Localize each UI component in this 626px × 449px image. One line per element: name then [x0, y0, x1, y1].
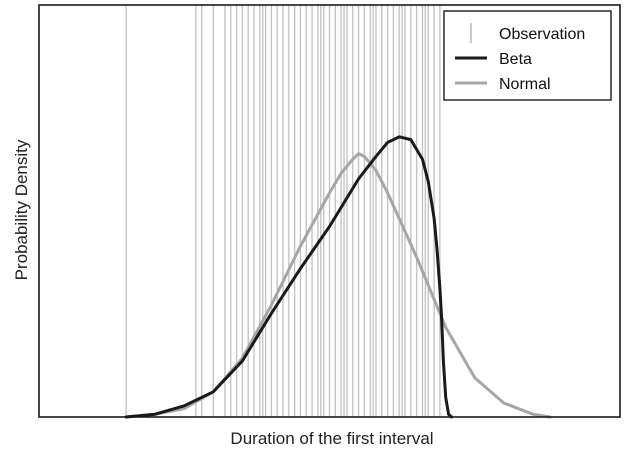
legend-item-observation: Observation	[470, 23, 585, 43]
beta-curve	[124, 135, 454, 419]
x-axis-label: Duration of the first interval	[230, 429, 433, 448]
observation-lines	[125, 5, 441, 417]
legend-box	[443, 10, 612, 101]
legend: Observation Beta Normal	[443, 10, 612, 101]
density-curves	[124, 135, 552, 419]
legend-item-beta: Beta	[455, 51, 532, 68]
legend-label-observation: Observation	[499, 26, 585, 43]
legend-item-normal: Normal	[455, 76, 551, 93]
legend-label-normal: Normal	[499, 76, 551, 93]
legend-label-beta: Beta	[499, 51, 532, 68]
normal-curve	[124, 152, 552, 419]
y-axis-label: Probability Density	[12, 139, 31, 280]
plot-frame	[38, 4, 621, 418]
